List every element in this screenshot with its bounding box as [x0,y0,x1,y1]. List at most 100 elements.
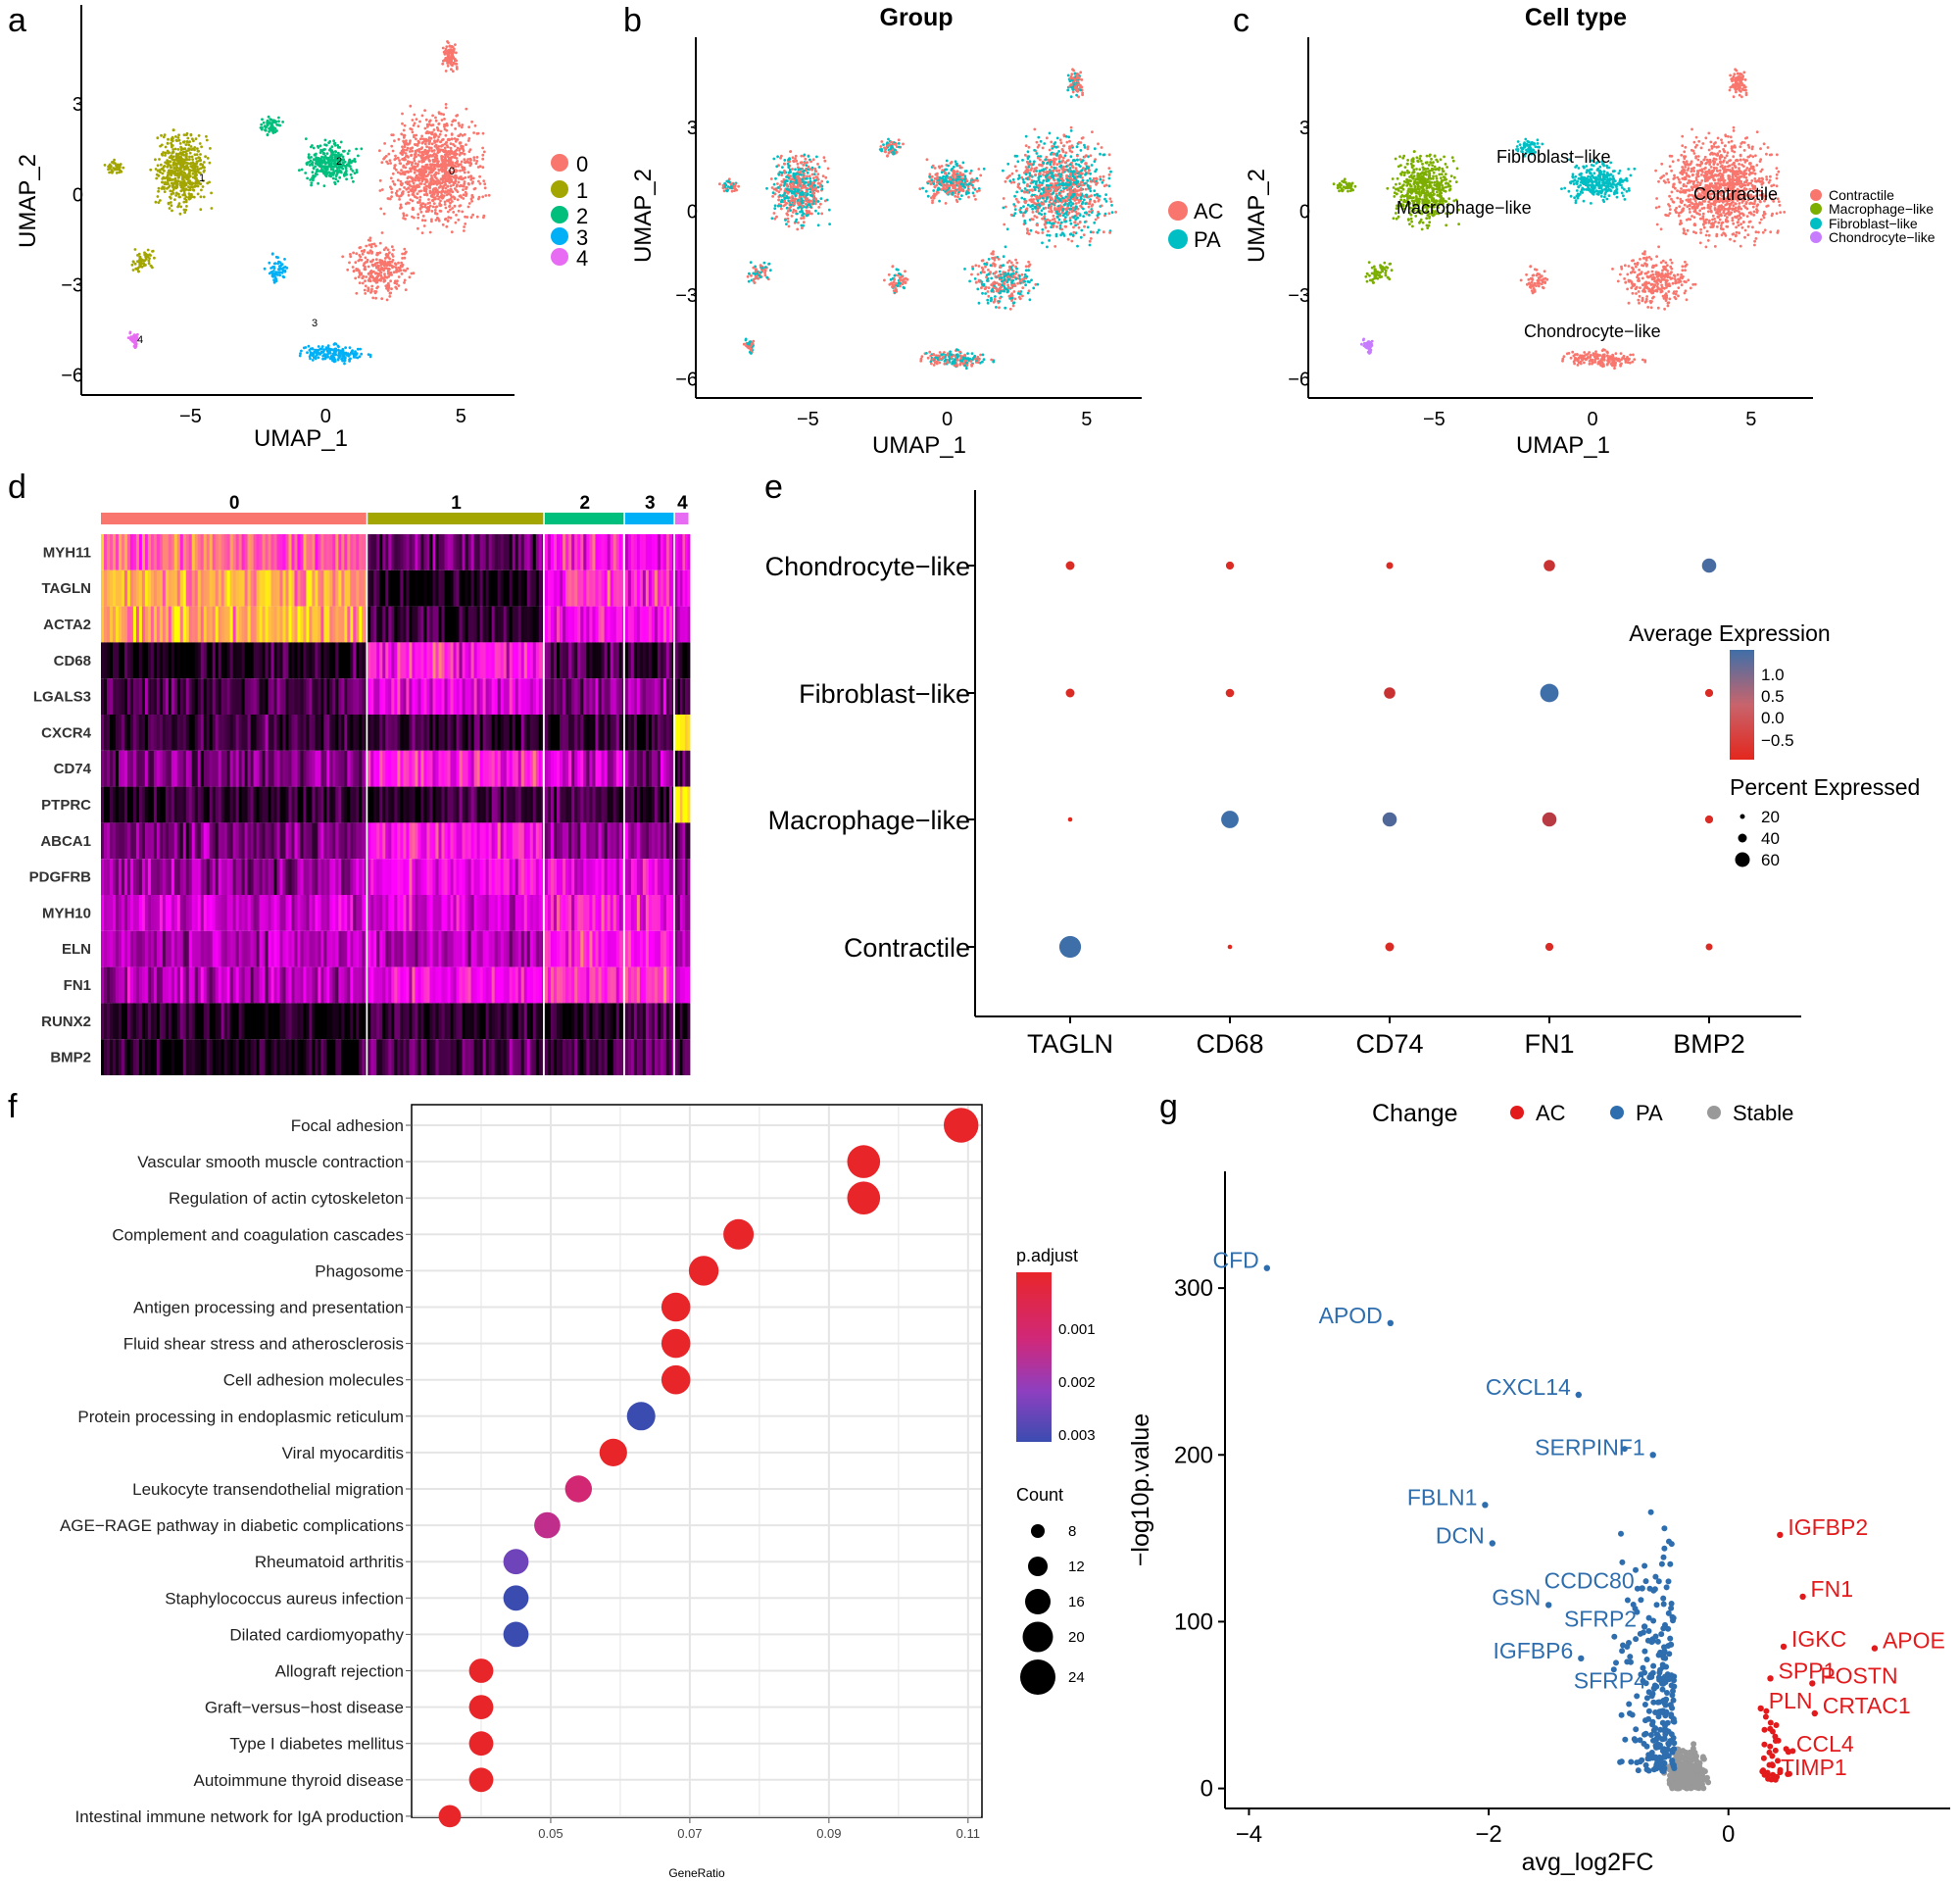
umap-point [800,223,804,227]
umap-point [463,229,466,232]
umap-point [1094,218,1098,222]
umap-point [318,151,322,155]
umap-point [131,260,135,264]
umap-point [367,251,369,255]
umap-point [1079,197,1083,201]
umap-point [801,177,805,181]
umap-point [809,186,813,189]
umap-point [210,207,214,210]
umap-point [1024,134,1028,138]
umap-point [970,272,973,276]
umap-point [378,241,382,245]
umap-point [1047,158,1050,162]
umap-point [1046,233,1049,237]
umap-point [199,159,202,163]
umap-point [1019,279,1022,282]
umap-point [136,260,139,264]
umap-point [187,172,191,175]
umap-point [799,210,802,214]
umap-point [326,346,330,350]
umap-point [199,208,203,212]
umap-point [352,352,355,356]
umap-point [413,157,416,161]
umap-point [176,176,180,179]
umap-point [426,173,430,176]
umap-point [163,187,166,191]
umap-point [168,184,172,188]
umap-point [813,198,817,202]
umap-point [154,168,158,171]
umap-point [794,157,797,161]
umap-point [272,267,276,270]
umap-point [1075,170,1078,173]
umap-point [454,221,458,224]
umap-point [1042,173,1045,176]
umap-point [375,286,378,290]
umap-point [416,153,420,157]
umap-point [1088,210,1091,214]
umap-point [415,173,418,177]
umap-point [1052,152,1054,156]
umap-point [718,182,721,186]
umap-point [413,113,416,117]
umap-point [968,279,971,283]
umap-point [764,266,767,269]
umap-point [451,190,455,194]
umap-point [818,182,822,185]
umap-point [467,125,470,129]
umap-point [1002,197,1005,200]
umap-point [971,267,975,271]
umap-point [416,196,419,200]
umap-point [1031,180,1035,184]
umap-point [317,157,320,160]
umap-point [339,140,343,144]
umap-point [443,200,447,204]
umap-point [976,287,980,291]
umap-point [803,184,807,188]
umap-point [452,143,455,146]
umap-point [461,151,465,155]
umap-point [437,186,441,189]
umap-point [800,217,803,221]
umap-point [793,176,797,180]
umap-point [446,189,450,192]
umap-point [172,164,175,167]
umap-point [186,162,190,166]
umap-point [779,183,783,187]
umap-point [268,261,271,265]
umap-point [459,169,462,173]
umap-point [827,208,831,212]
umap-point [311,171,315,174]
umap-point [1065,207,1069,211]
umap-point [1093,147,1097,151]
umap-point [360,249,364,253]
umap-point [1028,184,1031,188]
umap-point [993,299,997,303]
umap-point [1030,278,1033,282]
umap-point [355,147,358,151]
umap-point [339,171,343,174]
umap-point [1036,210,1040,214]
umap-point [451,155,455,159]
umap-point [799,161,803,165]
umap-point [1043,195,1047,198]
umap-point [1034,205,1038,209]
umap-point [1058,197,1061,201]
umap-point [278,273,281,277]
umap-point [455,184,459,188]
panel-letter-b: b [623,2,642,39]
umap-point [789,203,793,207]
umap-point [1068,219,1072,223]
umap-panel-b: Group −5 0 530−3−6 UMAP_1 UMAP_2 AC PA [630,4,1224,459]
umap-point [450,137,454,141]
umap-point [364,284,368,288]
umap-point [319,148,322,152]
umap-point [446,64,450,68]
umap-point [461,166,465,170]
umap-point [1043,212,1047,216]
umap-point [436,190,440,194]
umap-point [434,119,438,123]
umap-point [184,174,187,178]
umap-point [454,43,457,46]
umap-point [417,140,420,144]
